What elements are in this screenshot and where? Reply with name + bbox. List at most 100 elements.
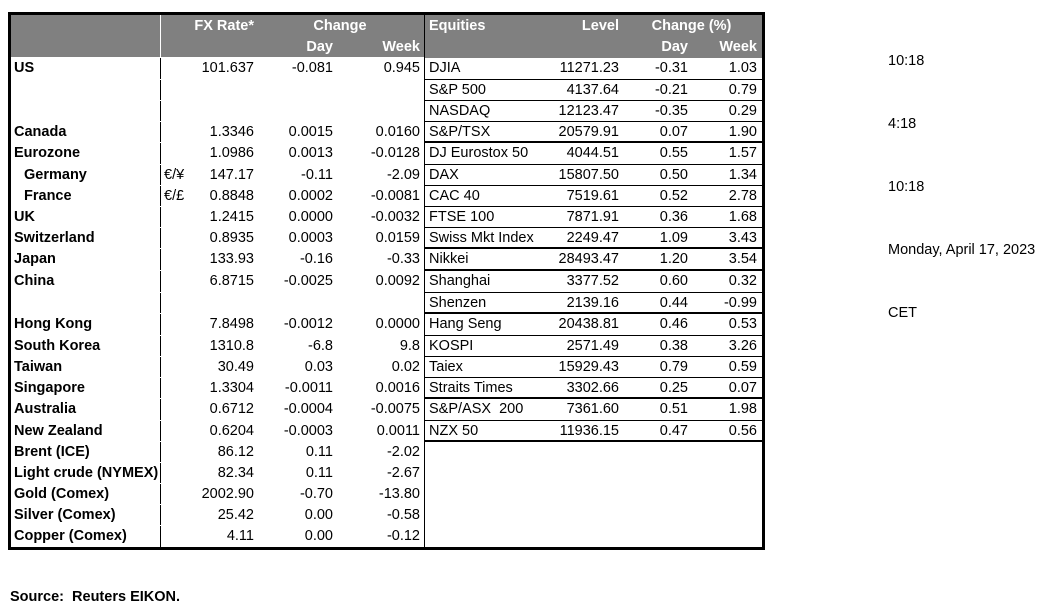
fx-change-header: Change [313, 18, 367, 34]
country-cell: Taiwan [11, 357, 161, 378]
fx-rate-cell: 4.11 [226, 528, 254, 544]
country-cell: Light crude (NYMEX) [11, 463, 161, 484]
fx-day-change-cell: -0.0012 [283, 316, 333, 332]
country-cell: Copper (Comex) [11, 526, 161, 547]
fx-rate-cell: 0.8848 [209, 188, 254, 204]
equity-name-cell: Swiss Mkt Index [429, 230, 534, 246]
table-row: Australia 0.6712 -0.0004 -0.0075 S&P/ASX… [11, 398, 762, 420]
equity-week-change-cell: 0.56 [728, 423, 757, 439]
currency-pair-cell [161, 463, 195, 484]
fx-day-change-cell: -0.0003 [283, 423, 333, 439]
equity-week-change-cell: -0.99 [723, 295, 757, 311]
currency-pair-cell [161, 143, 195, 164]
equity-name-cell [425, 484, 551, 505]
fx-day-change-cell: 0.00 [304, 507, 333, 523]
equity-name-cell: Straits Times [429, 380, 513, 396]
equity-day-change-cell: -0.31 [654, 60, 688, 76]
currency-pair-cell [161, 378, 195, 400]
fx-week-change-cell: -2.67 [386, 465, 420, 481]
equity-day-change-cell: 0.50 [659, 167, 688, 183]
fx-rate-cell: 147.17 [209, 167, 254, 183]
fx-day-change-cell: 0.0013 [288, 145, 333, 161]
equity-row-section: DAX 15807.50 0.50 1.34 [424, 165, 762, 185]
fx-row-section: Silver (Comex) 25.42 0.00 -0.58 [11, 504, 424, 526]
fx-day-change-cell: -6.8 [308, 338, 333, 354]
equity-level-cell: 2139.16 [566, 295, 619, 311]
equity-day-change-cell: 0.55 [659, 145, 688, 161]
header-spacer [425, 37, 621, 58]
country-cell: US [11, 58, 161, 79]
fx-week-change-cell: 0.0092 [375, 273, 420, 289]
fx-rate-cell: 0.6204 [209, 423, 254, 439]
fx-header-group: FX Rate* Change Day Week [161, 15, 424, 58]
fx-day-change-cell: -0.0011 [284, 380, 333, 396]
fx-rate-cell: 1.3304 [209, 380, 254, 396]
equity-day-change-cell: 0.25 [659, 380, 688, 396]
fx-row-section [11, 292, 424, 315]
fx-rate-cell: 2002.90 [201, 486, 254, 502]
country-cell: Brent (ICE) [11, 442, 161, 463]
equities-week-header: Week [719, 39, 757, 55]
equity-name-cell: Hang Seng [429, 316, 502, 332]
equity-day-change-cell [621, 484, 690, 505]
equity-row-section: DJ Eurostox 50 4044.51 0.55 1.57 [424, 143, 762, 164]
fx-rate-cell: 30.49 [217, 359, 254, 375]
currency-pair-cell [161, 314, 195, 335]
fx-row-section: Singapore 1.3304 -0.0011 0.0016 [11, 377, 424, 400]
timezone-label: CET [888, 305, 917, 321]
equity-row-section [424, 442, 762, 463]
equity-level-cell [551, 505, 621, 526]
equity-day-change-cell: 0.51 [659, 401, 688, 417]
fx-row-section: Eurozone 1.0986 0.0013 -0.0128 [11, 142, 424, 164]
info-panel: 10:18 4:18 10:18 Monday, April 17, 2023 … [888, 9, 1035, 366]
fx-day-change-cell: 0.0000 [288, 209, 333, 225]
table-row: Canada 1.3346 0.0015 0.0160 S&P/TSX 2057… [11, 121, 762, 144]
fx-rate-cell: 101.637 [201, 60, 254, 76]
table-row: UK 1.2415 0.0000 -0.0032 FTSE 100 7871.9… [11, 206, 762, 228]
table-row: Silver (Comex) 25.42 0.00 -0.58 [11, 504, 762, 526]
fx-week-change-cell [335, 101, 424, 122]
equity-week-change-cell [690, 505, 762, 526]
fx-rate-cell: 82.34 [217, 465, 254, 481]
equity-week-change-cell: 1.90 [728, 124, 757, 140]
equity-name-cell: NASDAQ [429, 103, 491, 119]
fx-day-change-cell: 0.03 [304, 359, 333, 375]
fx-row-section [11, 100, 424, 122]
fx-row-section: US 101.637 -0.081 0.945 [11, 57, 424, 79]
equity-name-cell: Shenzen [429, 295, 487, 311]
currency-pair-cell [161, 421, 195, 443]
equity-name-cell: DAX [429, 167, 459, 183]
equity-name-cell: DJ Eurostox 50 [429, 145, 529, 161]
currency-pair-cell [161, 357, 195, 378]
level-header: Level [581, 18, 619, 34]
currency-pair-cell [161, 293, 195, 315]
equity-day-change-cell: -0.21 [654, 82, 688, 98]
equity-week-change-cell: 0.07 [728, 380, 757, 396]
footer: Source: Reuters EIKON. * FX Rate for USD… [10, 545, 751, 609]
country-cell: Germany [11, 165, 161, 186]
equity-day-change-cell: 0.47 [659, 423, 688, 439]
equity-row-section: S&P 500 4137.64 -0.21 0.79 [424, 80, 762, 100]
equity-row-section: Taiex 15929.43 0.79 0.59 [424, 357, 762, 377]
fx-row-section: Gold (Comex) 2002.90 -0.70 -13.80 [11, 483, 424, 505]
country-cell [11, 293, 161, 315]
equity-row-section: S&P/ASX 200 7361.60 0.51 1.98 [424, 399, 762, 420]
equity-level-cell: 2249.47 [566, 230, 619, 246]
equity-level-cell: 28493.47 [558, 251, 619, 267]
fx-rate-cell: 7.8498 [209, 316, 254, 332]
table-row: Copper (Comex) 4.11 0.00 -0.12 [11, 525, 762, 547]
equity-row-section: Nikkei 28493.47 1.20 3.54 [424, 249, 762, 269]
equity-name-cell: CAC 40 [429, 188, 480, 204]
fx-row-section: China 6.8715 -0.0025 0.0092 [11, 270, 424, 292]
fx-rate-cell: 6.8715 [209, 273, 254, 289]
currency-pair-cell [161, 207, 195, 228]
table-row: New Zealand 0.6204 -0.0003 0.0011 NZX 50… [11, 420, 762, 443]
fx-week-change-cell: -0.0081 [370, 188, 420, 204]
fx-row-section: Hong Kong 7.8498 -0.0012 0.0000 [11, 313, 424, 335]
equity-name-cell: Shanghai [429, 273, 491, 289]
fx-rate-cell: 1310.8 [209, 338, 254, 354]
country-cell: Australia [11, 399, 161, 420]
fx-day-change-cell: 0.0015 [288, 124, 333, 140]
fx-row-section: Australia 0.6712 -0.0004 -0.0075 [11, 398, 424, 420]
equities-day-header: Day [661, 39, 688, 55]
